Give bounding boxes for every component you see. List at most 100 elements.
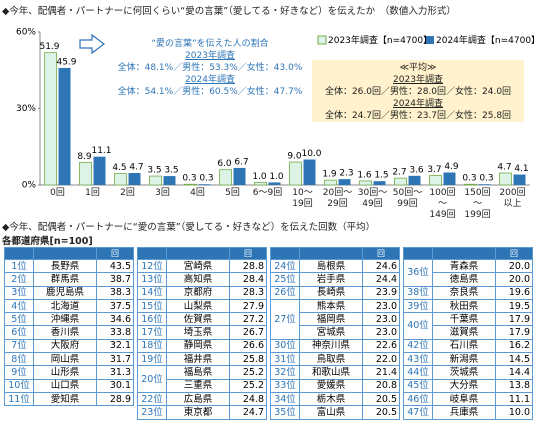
- header-cell: 回: [495, 247, 533, 260]
- rank-cell: 8位: [4, 352, 34, 367]
- value-cell: 11.1: [495, 391, 533, 407]
- prefecture-cell: 京都府: [166, 285, 230, 300]
- value-label: 9.0: [287, 152, 302, 162]
- prefecture-cell: 山口県: [33, 378, 97, 393]
- value-cell: 34.6: [96, 312, 134, 327]
- value-cell: 23.0: [362, 312, 400, 327]
- value-cell: 25.2: [229, 365, 267, 380]
- prefecture-cell: 新潟県: [432, 352, 496, 367]
- value-label: 4.7: [497, 163, 511, 173]
- bar: [114, 173, 127, 186]
- header-cell: 回: [362, 247, 400, 260]
- x-tick-label: 6～9回: [252, 188, 283, 198]
- value-cell: 31.3: [96, 365, 134, 380]
- bar: [163, 176, 176, 185]
- value-cell: 26.6: [229, 338, 267, 354]
- rank-cell: 20位: [137, 365, 167, 393]
- ranking-table: 回 12位 宮崎県 28.8 13位 高知県 28.4 14位 京都府 28.3 15位 山梨県 27.…: [137, 247, 267, 420]
- rank-cell: 1位: [4, 258, 34, 274]
- rank-cell: 14位: [137, 285, 167, 300]
- rank-cell: 42位: [403, 338, 433, 354]
- prefecture-cell: 三重県: [166, 378, 230, 393]
- value-label: 10.0: [301, 149, 321, 159]
- prefecture-cell: 北海道: [33, 298, 97, 314]
- value-cell: 23.0: [362, 298, 400, 314]
- bar: [324, 179, 337, 186]
- value-cell: 43.5: [96, 258, 134, 274]
- value-cell: 20.5: [362, 391, 400, 407]
- value-label: 45.9: [56, 57, 76, 67]
- bar: [233, 167, 246, 185]
- section-title: ◆今年、配偶者・パートナーに“愛の言葉”（愛してる・好きなど）を伝えた回数（平均…: [2, 222, 376, 233]
- x-tick-label: 4回: [190, 188, 205, 198]
- rank-cell: 44位: [403, 365, 433, 380]
- legend-label: 2024年調査【n=4700】: [436, 36, 536, 46]
- value-cell: 37.5: [96, 298, 134, 314]
- x-tick-label: 0回: [50, 188, 65, 198]
- x-tick-label: 5回: [225, 188, 240, 198]
- prefecture-cell: 徳島県: [432, 272, 496, 287]
- value-cell: 22.6: [362, 338, 400, 354]
- prefecture-cell: 富山県: [299, 405, 363, 420]
- bar: [513, 174, 526, 185]
- prefecture-cell: 埼玉県: [166, 325, 230, 340]
- value-cell: 28.8: [229, 258, 267, 274]
- rank-cell: 45位: [403, 378, 433, 393]
- rank-cell: 47位: [403, 405, 433, 420]
- value-cell: 10.0: [495, 405, 533, 420]
- value-cell: 33.8: [96, 325, 134, 340]
- bar: [128, 173, 141, 185]
- value-cell: 30.1: [96, 378, 134, 393]
- bar: [394, 177, 407, 186]
- annotation-line: 2024年調査: [393, 99, 443, 109]
- header-cell: [270, 247, 300, 260]
- prefecture-cell: 栃木県: [299, 391, 363, 407]
- value-cell: 14.5: [495, 352, 533, 367]
- legend-swatch: [426, 36, 434, 44]
- bar: [443, 172, 456, 185]
- rank-cell: 9位: [4, 365, 34, 380]
- bar: [184, 183, 197, 186]
- value-label: 1.0: [269, 172, 284, 182]
- header-cell: [432, 247, 496, 260]
- annotation-line: 2023年調査: [185, 51, 235, 61]
- rank-cell: 3位: [4, 285, 34, 300]
- value-label: 6.0: [217, 159, 232, 169]
- value-label: 3.5: [164, 166, 178, 176]
- x-tick-label: 30回～ 49回: [357, 188, 388, 209]
- rank-cell: 39位: [403, 298, 433, 314]
- value-cell: 21.4: [362, 365, 400, 380]
- value-cell: 27.2: [229, 312, 267, 327]
- rank-cell: 12位: [137, 258, 167, 274]
- bar: [429, 175, 442, 186]
- bar: [149, 175, 162, 186]
- value-cell: 38.3: [96, 285, 134, 300]
- x-tick-label: 3回: [155, 188, 170, 198]
- section-subtitle: 各都道府県[n=100]: [2, 236, 93, 247]
- prefecture-cell: 高知県: [166, 272, 230, 287]
- value-label: 4.1: [514, 164, 528, 174]
- average-box: [312, 60, 524, 122]
- rank-cell: 5位: [4, 312, 34, 327]
- ranking-table: 回 1位 長野県 43.5 2位 群馬県 38.7 3位 鹿児島県 38.3 4位 北海道 37.5 5位…: [4, 247, 134, 407]
- value-label: 1.9: [322, 170, 337, 180]
- prefecture-cell: 大阪府: [33, 338, 97, 354]
- rank-cell: 19位: [137, 352, 167, 367]
- bar: [338, 179, 351, 185]
- prefecture-cell: 山形県: [33, 365, 97, 380]
- rank-cell: 27位: [270, 298, 300, 340]
- value-label: 8.9: [77, 152, 92, 162]
- bar: [464, 183, 477, 186]
- ratio-annotation: “愛の言葉”を伝えた人の割合 2023年調査 全体：48.1%／男性：53.3%／女…: [105, 38, 315, 98]
- x-tick-label: 200回 以上: [499, 188, 526, 209]
- bar: [408, 175, 421, 185]
- prefecture-cell: 岐阜県: [432, 391, 496, 407]
- value-cell: 13.8: [495, 378, 533, 393]
- value-cell: 25.2: [229, 378, 267, 393]
- x-tick-label: 10～ 19回: [292, 188, 313, 209]
- value-cell: 28.4: [229, 272, 267, 287]
- bar: [44, 52, 57, 186]
- value-cell: 24.8: [229, 391, 267, 407]
- bar: [79, 161, 92, 186]
